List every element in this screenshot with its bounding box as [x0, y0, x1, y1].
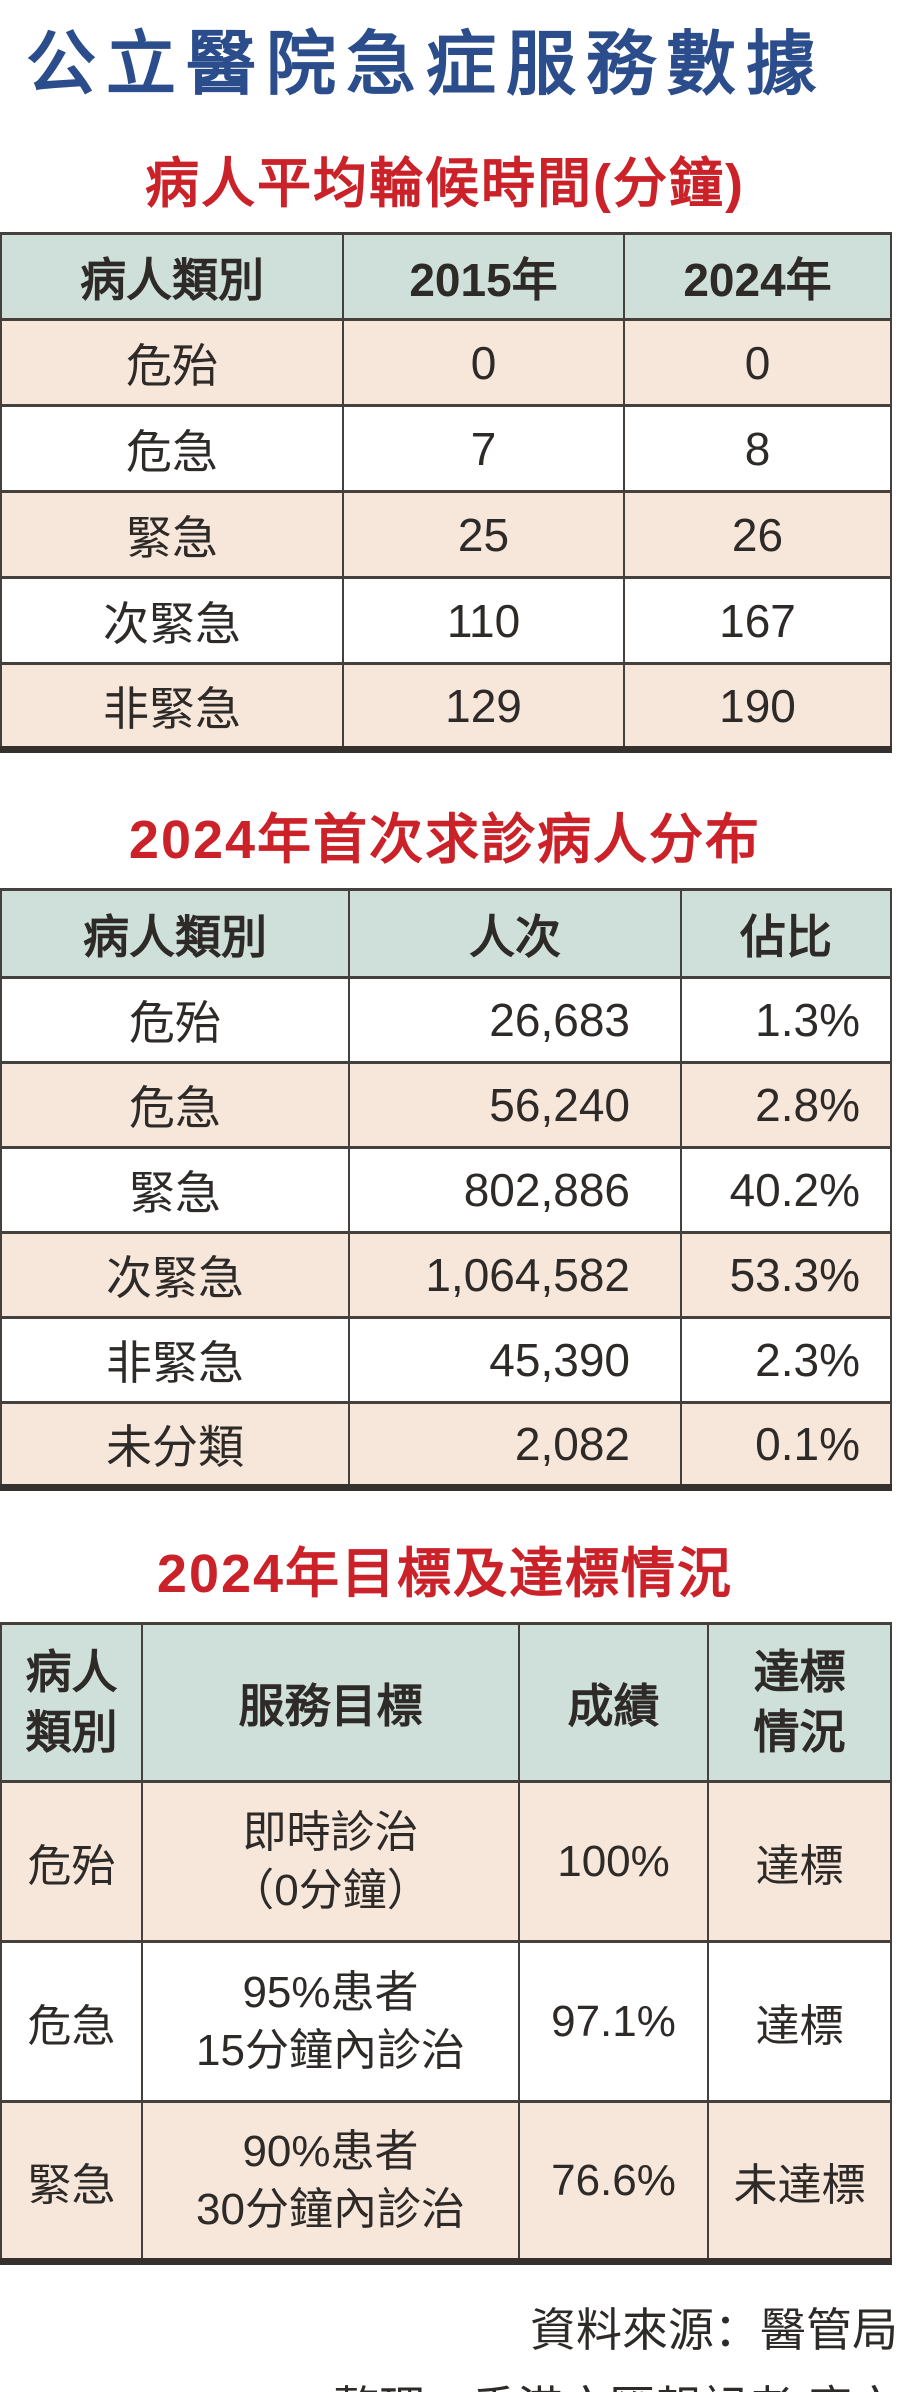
waiting-time-table: 病人類別 2015年 2024年 危殆 0 0 危急 7 8 緊急 25 26	[0, 232, 892, 753]
cell-score: 100%	[518, 1780, 709, 1943]
cell-attendance-count: 56,240	[348, 1061, 682, 1149]
cell-score: 76.6%	[518, 2100, 709, 2263]
cell-2015-value: 129	[342, 662, 625, 751]
cell-2024-value: 8	[623, 404, 892, 493]
attendance-distribution-table: 病人類別 人次 佔比 危殆 26,683 1.3% 危急 56,240 2.8%…	[0, 888, 892, 1491]
cell-category: 緊急	[0, 1146, 350, 1234]
cell-2024-value: 26	[623, 490, 892, 579]
table-row-semi-urgent: 次緊急 110 167	[0, 576, 892, 665]
cell-attendance-count: 26,683	[348, 976, 682, 1064]
header-patient-category: 病人類別	[0, 888, 350, 979]
table-row-critical: 危殆 0 0	[0, 318, 892, 407]
cell-share: 40.2%	[680, 1146, 892, 1234]
targets-header-row: 病人 類別 服務目標 成績 達標 情況	[0, 1622, 892, 1783]
cell-share: 0.1%	[680, 1401, 892, 1489]
cell-attendance-count: 2,082	[348, 1401, 682, 1489]
targets-title: 2024年目標及達標情況	[156, 1544, 734, 1604]
cell-share: 1.3%	[680, 976, 892, 1064]
cell-category: 緊急	[0, 2100, 143, 2263]
source-block: 資料來源：醫管局 整理：香港文匯報記者 唐文	[0, 2291, 898, 2392]
cell-category: 非緊急	[0, 662, 344, 751]
header-patient-category: 病人類別	[0, 232, 344, 321]
header-achievement-status: 達標 情況	[707, 1622, 892, 1783]
credit-line: 整理：香港文匯報記者 唐文	[0, 2369, 898, 2392]
cell-share: 2.3%	[680, 1316, 892, 1404]
cell-attendance-count: 1,064,582	[348, 1231, 682, 1319]
cell-category: 危殆	[0, 318, 344, 407]
cell-service-target: 90%患者 30分鐘內診治	[141, 2100, 520, 2263]
page-title: 公立醫院急症服務數據	[26, 25, 826, 103]
header-year-2015: 2015年	[342, 232, 625, 321]
table-row-emergency: 危急 95%患者 15分鐘內診治 97.1% 達標	[0, 1940, 892, 2103]
table-row-critical: 危殆 即時診治 （0分鐘） 100% 達標	[0, 1780, 892, 1943]
attendance-header-row: 病人類別 人次 佔比	[0, 888, 892, 979]
table-row-critical: 危殆 26,683 1.3%	[0, 976, 892, 1064]
cell-category: 未分類	[0, 1401, 350, 1489]
cell-category: 危急	[0, 1940, 143, 2103]
header-score: 成績	[518, 1622, 709, 1783]
cell-category: 危急	[0, 404, 344, 493]
cell-share: 2.8%	[680, 1061, 892, 1149]
cell-category: 次緊急	[0, 1231, 350, 1319]
cell-status: 達標	[707, 1780, 892, 1943]
header-attendance-count: 人次	[348, 888, 682, 979]
cell-2015-value: 110	[342, 576, 625, 665]
table-row-emergency: 危急 7 8	[0, 404, 892, 493]
cell-service-target: 95%患者 15分鐘內診治	[141, 1940, 520, 2103]
cell-status: 達標	[707, 1940, 892, 2103]
cell-category: 危急	[0, 1061, 350, 1149]
table-row-unclassified: 未分類 2,082 0.1%	[0, 1401, 892, 1489]
cell-attendance-count: 45,390	[348, 1316, 682, 1404]
cell-category: 危殆	[0, 1780, 143, 1943]
table-row-non-urgent: 非緊急 129 190	[0, 662, 892, 751]
header-service-target: 服務目標	[141, 1622, 520, 1783]
cell-2015-value: 25	[342, 490, 625, 579]
waiting-time-header-row: 病人類別 2015年 2024年	[0, 232, 892, 321]
cell-attendance-count: 802,886	[348, 1146, 682, 1234]
header-patient-category: 病人 類別	[0, 1622, 143, 1783]
data-source-line: 資料來源：醫管局	[530, 2304, 898, 2356]
table-row-urgent: 緊急 25 26	[0, 490, 892, 579]
cell-category: 危殆	[0, 976, 350, 1064]
header-year-2024: 2024年	[623, 232, 892, 321]
waiting-time-title: 病人平均輪候時間(分鐘)	[145, 154, 745, 214]
table-row-urgent: 緊急 90%患者 30分鐘內診治 76.6% 未達標	[0, 2100, 892, 2263]
cell-category: 次緊急	[0, 576, 344, 665]
table-row-emergency: 危急 56,240 2.8%	[0, 1061, 892, 1149]
header-share: 佔比	[680, 888, 892, 979]
table-row-urgent: 緊急 802,886 40.2%	[0, 1146, 892, 1234]
cell-2024-value: 0	[623, 318, 892, 407]
table-row-non-urgent: 非緊急 45,390 2.3%	[0, 1316, 892, 1404]
cell-status: 未達標	[707, 2100, 892, 2263]
targets-table: 病人 類別 服務目標 成績 達標 情況 危殆 即時診治 （0分鐘） 100% 達…	[0, 1622, 892, 2265]
cell-2024-value: 167	[623, 576, 892, 665]
table-row-semi-urgent: 次緊急 1,064,582 53.3%	[0, 1231, 892, 1319]
cell-service-target: 即時診治 （0分鐘）	[141, 1780, 520, 1943]
cell-2024-value: 190	[623, 662, 892, 751]
cell-category: 緊急	[0, 490, 344, 579]
cell-2015-value: 7	[342, 404, 625, 493]
cell-2015-value: 0	[342, 318, 625, 407]
attendance-distribution-title: 2024年首次求診病人分布	[128, 810, 762, 870]
cell-share: 53.3%	[680, 1231, 892, 1319]
cell-score: 97.1%	[518, 1940, 709, 2103]
cell-category: 非緊急	[0, 1316, 350, 1404]
